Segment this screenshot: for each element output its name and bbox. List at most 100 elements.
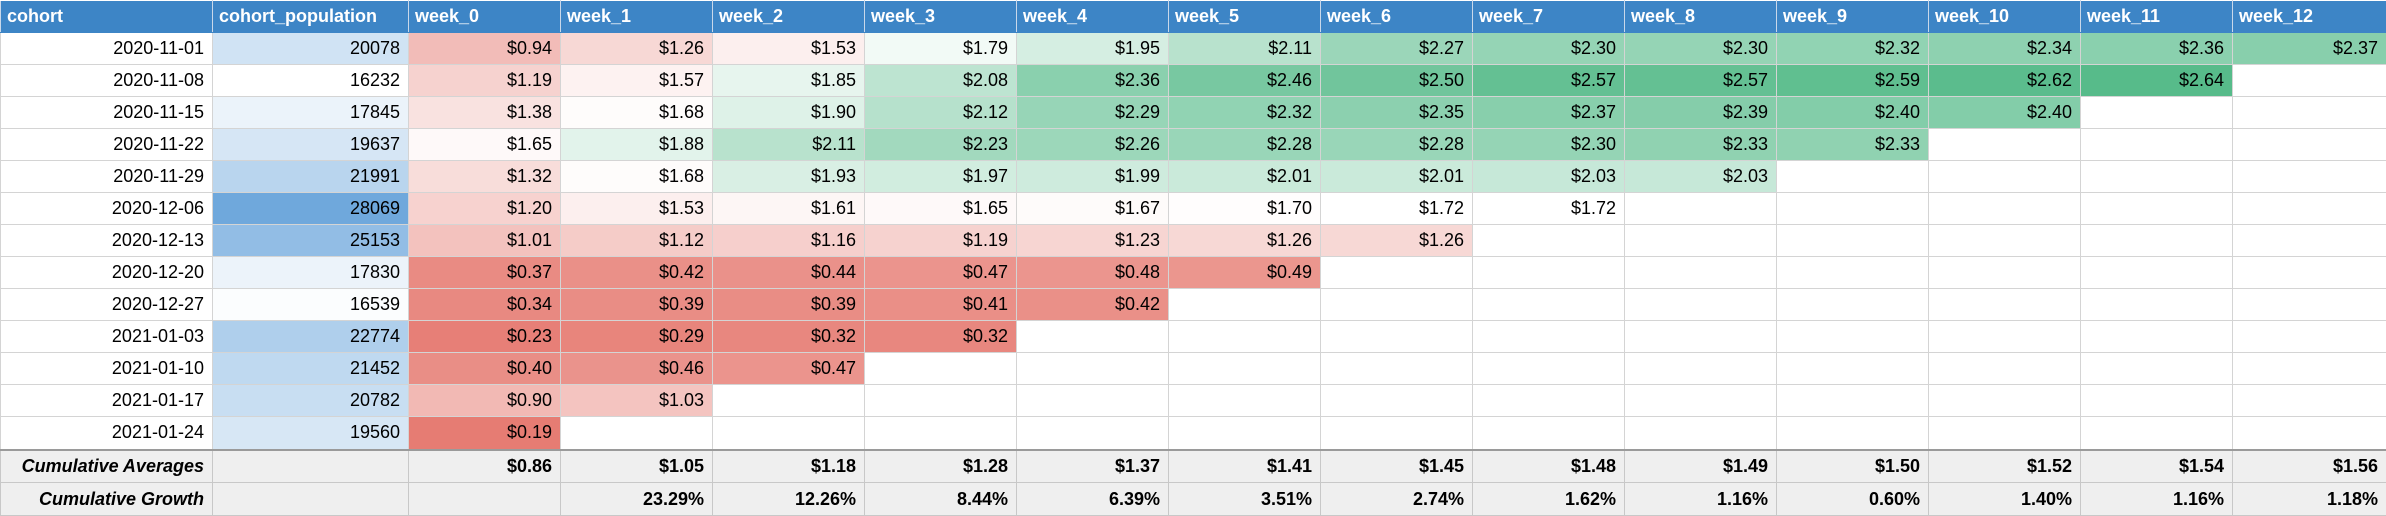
cohort-cell[interactable]: 2021-01-10 [1,353,213,385]
value-cell[interactable]: $0.29 [561,321,713,353]
empty-cell[interactable] [1169,353,1321,385]
average-cell[interactable]: $1.52 [1929,450,2081,483]
value-cell[interactable]: $0.49 [1169,257,1321,289]
value-cell[interactable]: $0.44 [713,257,865,289]
empty-cell[interactable] [1777,289,1929,321]
empty-cell[interactable] [865,385,1017,417]
value-cell[interactable]: $1.70 [1169,193,1321,225]
cohort-cell[interactable]: 2020-11-29 [1,161,213,193]
empty-cell[interactable] [2081,417,2233,450]
growth-cell[interactable]: 12.26% [713,483,865,516]
value-cell[interactable]: $0.32 [713,321,865,353]
empty-cell[interactable] [1473,289,1625,321]
empty-cell[interactable] [1321,353,1473,385]
empty-cell[interactable] [713,417,865,450]
value-cell[interactable]: $1.19 [865,225,1017,257]
value-cell[interactable]: $1.68 [561,97,713,129]
value-cell[interactable]: $0.40 [409,353,561,385]
population-cell[interactable]: 20782 [213,385,409,417]
empty-cell[interactable] [2081,257,2233,289]
empty-cell[interactable] [2081,129,2233,161]
value-cell[interactable]: $2.27 [1321,33,1473,65]
value-cell[interactable]: $2.29 [1017,97,1169,129]
value-cell[interactable]: $1.65 [865,193,1017,225]
empty-cell[interactable] [1473,225,1625,257]
population-cell[interactable]: 16539 [213,289,409,321]
cohort-cell[interactable]: 2021-01-17 [1,385,213,417]
empty-cell[interactable] [2233,129,2386,161]
average-cell[interactable]: $1.18 [713,450,865,483]
empty-cell[interactable] [1169,289,1321,321]
value-cell[interactable]: $0.23 [409,321,561,353]
empty-cell[interactable] [1929,225,2081,257]
growth-cell[interactable]: 1.62% [1473,483,1625,516]
value-cell[interactable]: $1.19 [409,65,561,97]
empty-cell[interactable] [1321,385,1473,417]
value-cell[interactable]: $2.35 [1321,97,1473,129]
empty-cell[interactable] [1777,193,1929,225]
empty-cell[interactable] [1625,193,1777,225]
cohort-cell[interactable]: 2020-11-15 [1,97,213,129]
empty-cell[interactable] [2233,289,2386,321]
empty-cell[interactable] [1017,385,1169,417]
value-cell[interactable]: $1.01 [409,225,561,257]
empty-cell[interactable] [2081,193,2233,225]
empty-cell[interactable] [1625,385,1777,417]
population-cell[interactable]: 25153 [213,225,409,257]
value-cell[interactable]: $0.41 [865,289,1017,321]
empty-cell[interactable] [2233,161,2386,193]
value-cell[interactable]: $2.30 [1473,129,1625,161]
value-cell[interactable]: $0.47 [713,353,865,385]
value-cell[interactable]: $2.03 [1625,161,1777,193]
average-cell[interactable]: $0.86 [409,450,561,483]
empty-cell[interactable] [2081,225,2233,257]
value-cell[interactable]: $1.26 [561,33,713,65]
empty-cell[interactable] [1777,161,1929,193]
value-cell[interactable]: $2.26 [1017,129,1169,161]
value-cell[interactable]: $2.57 [1625,65,1777,97]
value-cell[interactable]: $2.36 [1017,65,1169,97]
empty-cell[interactable] [713,385,865,417]
value-cell[interactable]: $2.32 [1169,97,1321,129]
empty-cell[interactable] [2081,161,2233,193]
value-cell[interactable]: $2.03 [1473,161,1625,193]
value-cell[interactable]: $1.32 [409,161,561,193]
empty-cell[interactable] [1625,257,1777,289]
column-header-week-3[interactable]: week_3 [865,1,1017,33]
value-cell[interactable]: $2.23 [865,129,1017,161]
column-header-cohort-population[interactable]: cohort_population [213,1,409,33]
empty-cell[interactable] [561,417,713,450]
empty-cell[interactable] [1929,353,2081,385]
column-header-week-11[interactable]: week_11 [2081,1,2233,33]
empty-cell[interactable] [1777,353,1929,385]
empty-cell[interactable] [2233,353,2386,385]
average-cell[interactable]: $1.49 [1625,450,1777,483]
cohort-cell[interactable]: 2021-01-03 [1,321,213,353]
empty-cell[interactable] [1017,353,1169,385]
column-header-week-1[interactable]: week_1 [561,1,713,33]
average-cell[interactable]: $1.28 [865,450,1017,483]
cohort-cell[interactable]: 2020-12-27 [1,289,213,321]
value-cell[interactable]: $2.12 [865,97,1017,129]
column-header-week-8[interactable]: week_8 [1625,1,1777,33]
average-cell[interactable]: $1.37 [1017,450,1169,483]
growth-cell[interactable]: 3.51% [1169,483,1321,516]
column-header-week-0[interactable]: week_0 [409,1,561,33]
empty-cell[interactable] [1777,417,1929,450]
empty-cell[interactable] [2081,289,2233,321]
empty-cell[interactable] [1473,353,1625,385]
empty-cell[interactable] [1929,193,2081,225]
value-cell[interactable]: $1.95 [1017,33,1169,65]
empty-cell[interactable] [2081,321,2233,353]
value-cell[interactable]: $0.19 [409,417,561,450]
value-cell[interactable]: $2.36 [2081,33,2233,65]
empty-cell[interactable] [1017,321,1169,353]
average-cell[interactable]: $1.05 [561,450,713,483]
empty-cell[interactable] [1321,417,1473,450]
empty-cell[interactable] [1321,321,1473,353]
empty-cell[interactable] [865,353,1017,385]
empty-cell[interactable] [2081,97,2233,129]
value-cell[interactable]: $1.38 [409,97,561,129]
value-cell[interactable]: $2.39 [1625,97,1777,129]
growth-cell[interactable]: 6.39% [1017,483,1169,516]
